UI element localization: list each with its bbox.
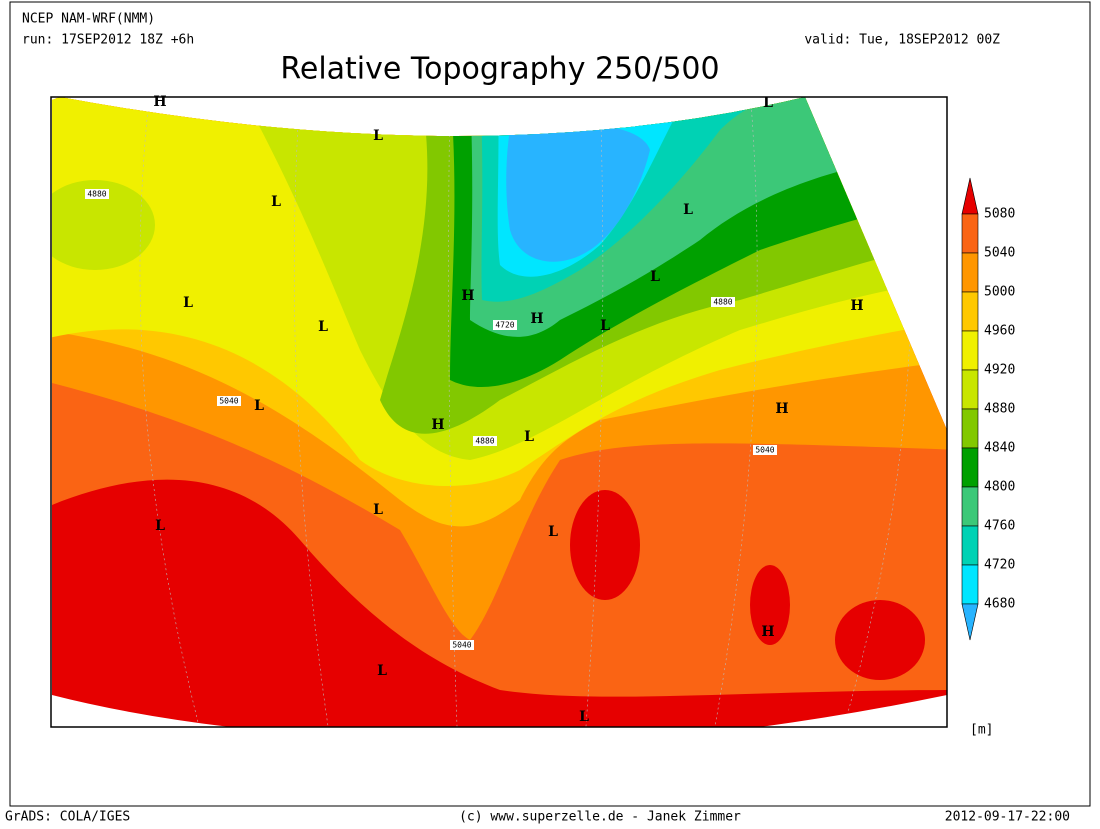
- colorbar-label: 4720: [984, 558, 1015, 573]
- pressure-center: L: [763, 95, 773, 111]
- map-annotations: 4880 5040 4720 4880 4880 5040 5040 H L L L L L H H L L H L…: [85, 94, 864, 725]
- field-band: [506, 124, 650, 262]
- field-band: [750, 565, 790, 645]
- colorbar-box: [961, 525, 979, 566]
- field-band: [150, 605, 250, 675]
- colorbar-label: 5000: [984, 285, 1015, 300]
- field-band: [570, 490, 640, 600]
- pressure-center: L: [155, 518, 165, 534]
- contour-label-box: [85, 189, 109, 199]
- pressure-center: L: [600, 318, 610, 334]
- pressure-center: H: [153, 94, 166, 110]
- contour-label: 4880: [87, 190, 106, 199]
- colorbar-label: 4800: [984, 480, 1015, 495]
- colorbar-box: [961, 369, 979, 410]
- contour-label-box: [753, 445, 777, 455]
- pressure-center: H: [431, 417, 444, 433]
- map-frame: [50, 96, 948, 728]
- colorbar-box: [961, 213, 979, 254]
- footer-right: 2012-09-17-22:00: [945, 810, 1070, 825]
- pressure-center: L: [318, 319, 328, 335]
- pressure-center: H: [775, 401, 788, 417]
- contour-label: 4720: [495, 321, 514, 330]
- colorbar: 5080 5040 5000 4960 4920 4880 4840 4800 4760 4720…: [961, 177, 1015, 641]
- contour-label-box: [217, 396, 241, 406]
- graticule: [294, 97, 331, 727]
- contour-label: 5040: [452, 641, 471, 650]
- map-field: [52, 97, 947, 727]
- pressure-center: L: [183, 295, 193, 311]
- contour-label: 4880: [713, 298, 732, 307]
- pressure-center: H: [530, 311, 543, 327]
- contour-label: 5040: [219, 397, 238, 406]
- pressure-center: L: [254, 398, 264, 414]
- contour-label: 4880: [475, 437, 494, 446]
- colorbar-box: [961, 330, 979, 371]
- map-title: Relative Topography 250/500: [280, 52, 719, 87]
- run-label: run: 17SEP2012 18Z +6h: [22, 33, 194, 48]
- colorbar-box: [961, 408, 979, 449]
- pressure-center: L: [579, 709, 589, 725]
- graticule: [584, 97, 604, 727]
- colorbar-box: [961, 486, 979, 527]
- field-band: [52, 180, 155, 270]
- colorbar-box: [961, 447, 979, 488]
- contour-label-box: [711, 297, 735, 307]
- pressure-center: L: [373, 502, 383, 518]
- graticule: [712, 97, 758, 727]
- unit-label: [m]: [970, 723, 993, 738]
- colorbar-label: 5080: [984, 207, 1015, 222]
- colorbar-label: 4920: [984, 363, 1015, 378]
- colorbar-label: 4680: [984, 597, 1015, 612]
- colorbar-label: 4760: [984, 519, 1015, 534]
- pressure-center: L: [373, 128, 383, 144]
- pressure-center: L: [524, 429, 534, 445]
- model-label: NCEP NAM-WRF(NMM): [22, 12, 155, 27]
- valid-label: valid: Tue, 18SEP2012 00Z: [804, 33, 1000, 48]
- pressure-center: L: [377, 663, 387, 679]
- pressure-center: L: [683, 202, 693, 218]
- contour-label: 5040: [755, 446, 774, 455]
- pressure-center: L: [548, 524, 558, 540]
- colorbar-label: 5040: [984, 246, 1015, 261]
- contour-label-box: [450, 640, 474, 650]
- pressure-center: H: [850, 298, 863, 314]
- colorbar-cap: [961, 603, 979, 641]
- colorbar-box: [961, 291, 979, 332]
- contour-label-box: [493, 320, 517, 330]
- pressure-center: L: [650, 269, 660, 285]
- pressure-center: L: [271, 194, 281, 210]
- pressure-center: H: [461, 288, 474, 304]
- colorbar-label: 4880: [984, 402, 1015, 417]
- footer-left: GrADS: COLA/IGES: [5, 810, 130, 825]
- contour-label-box: [473, 436, 497, 446]
- pressure-center: H: [761, 624, 774, 640]
- colorbar-box: [961, 564, 979, 605]
- field-band: [835, 600, 925, 680]
- colorbar-box: [961, 252, 979, 293]
- footer-center: (c) www.superzelle.de - Janek Zimmer: [459, 810, 741, 825]
- colorbar-label: 4960: [984, 324, 1015, 339]
- colorbar-label: 4840: [984, 441, 1015, 456]
